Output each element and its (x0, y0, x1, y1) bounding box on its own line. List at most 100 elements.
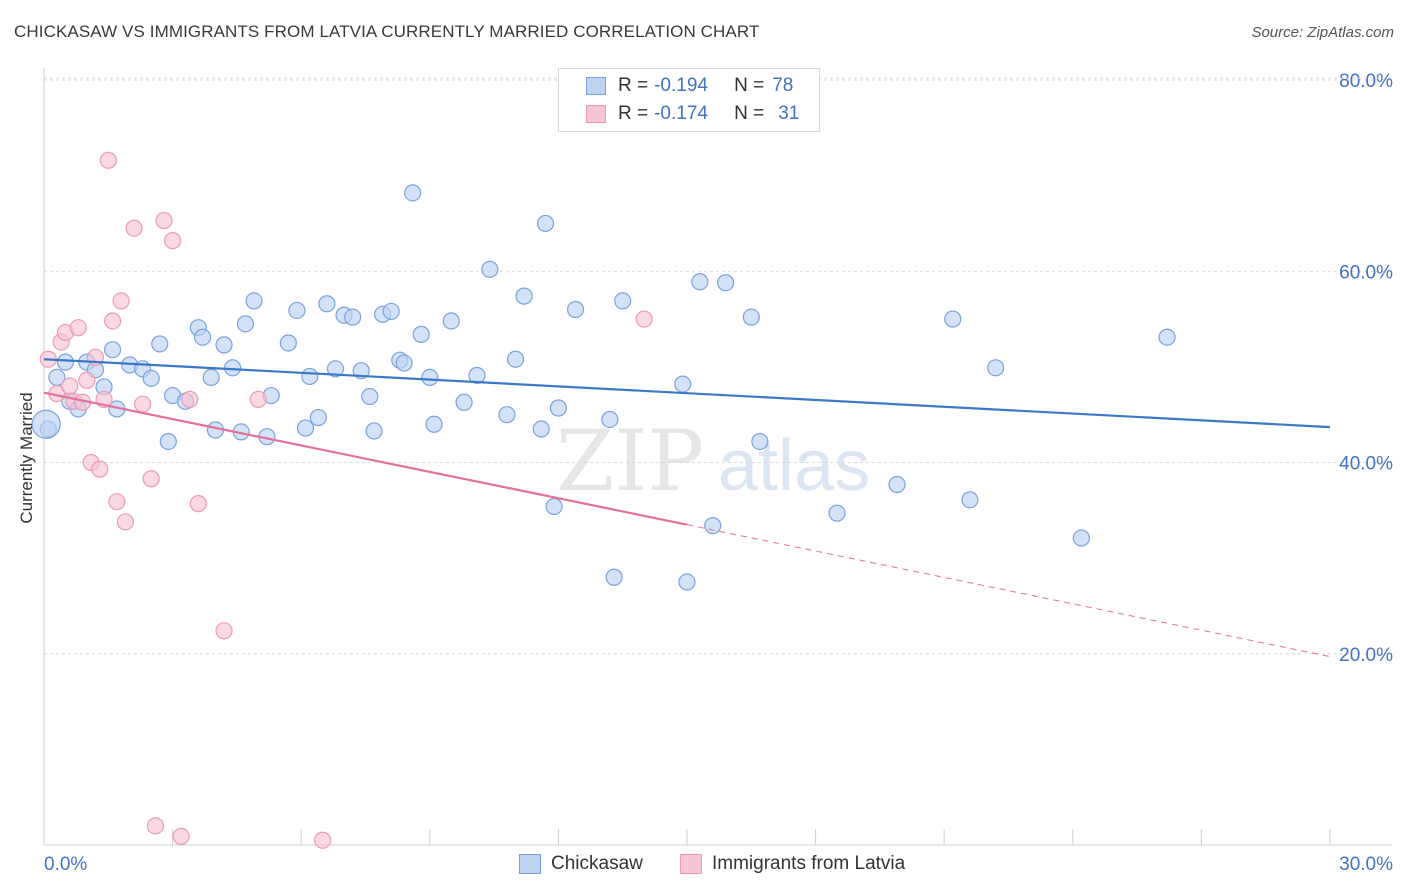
legend-label-chickasaw: Chickasaw (551, 853, 643, 874)
chickasaw-point (215, 336, 233, 354)
legend-item-chickasaw: Chickasaw (519, 850, 643, 878)
latvia-point (635, 310, 653, 328)
chickasaw-point (549, 399, 568, 417)
chickasaw-point (515, 287, 533, 305)
chickasaw-point (318, 295, 336, 313)
chickasaw-point (202, 368, 220, 386)
chickasaw-point (545, 497, 563, 516)
chickasaw-point (425, 415, 443, 433)
chickasaw-point (716, 274, 735, 292)
latvia-point (155, 211, 173, 230)
y-tick-label: 60.0% (1339, 262, 1393, 283)
legend-row-chickasaw: R = -0.194 N = 78 (559, 73, 793, 99)
legend-label-latvia: Immigrants from Latvia (712, 853, 906, 874)
chickasaw-point (142, 369, 160, 387)
latvia-point (91, 460, 109, 478)
latvia-point (99, 151, 117, 169)
x-tick-label: 30.0% (1339, 854, 1393, 875)
chickasaw-point (1158, 328, 1176, 346)
chickasaw-point (31, 409, 61, 439)
chickasaw-point (678, 573, 696, 591)
chickasaw-point (987, 359, 1005, 377)
latvia-point (69, 319, 87, 337)
legend-n-label: N = (734, 103, 765, 124)
watermark-zip: ZIP (556, 412, 704, 510)
legend-r-value: -0.194 (654, 75, 708, 96)
latvia-point (249, 390, 267, 408)
latvia-point (133, 395, 152, 413)
chickasaw-point (309, 408, 327, 427)
latvia-point (112, 292, 130, 310)
chickasaw-point (691, 273, 709, 291)
chickasaw-point (506, 350, 525, 368)
chickasaw-point (344, 308, 362, 326)
chickasaw-point (151, 335, 169, 353)
latvia-point (146, 817, 165, 835)
latvia-point (108, 493, 126, 511)
chickasaw-point (194, 328, 212, 346)
legend-n-value: 78 (772, 75, 794, 96)
chickasaw-point (365, 422, 383, 440)
legend-swatch-blue (519, 854, 541, 874)
y-tick-label: 20.0% (1339, 645, 1393, 666)
chickasaw-point (828, 504, 846, 522)
chickasaw-point (751, 432, 769, 451)
chickasaw-point (536, 214, 555, 233)
chickasaw-point (245, 292, 263, 310)
latvia-point (181, 390, 199, 408)
chart-title: CHICKASAW VS IMMIGRANTS FROM LATVIA CURR… (14, 22, 760, 41)
chickasaw-point (566, 300, 585, 319)
chickasaw-point (601, 410, 619, 429)
legend-item-latvia: Immigrants from Latvia (680, 850, 905, 878)
legend-r-label: R = (618, 103, 649, 124)
latvia-trendline (43, 391, 688, 526)
latvia-point (142, 470, 160, 488)
chickasaw-point (296, 419, 315, 437)
chickasaw-point (455, 393, 473, 411)
stats-legend: R = -0.194 N = 78 R = -0.174 N = 31 (558, 68, 820, 132)
chickasaw-point (498, 406, 516, 424)
latvia-point (78, 371, 96, 389)
legend-row-latvia: R = -0.174 N = 31 (559, 101, 799, 127)
chickasaw-point (361, 387, 379, 406)
legend-r-label: R = (618, 75, 649, 96)
chickasaw-point (421, 368, 439, 386)
latvia-point (103, 312, 122, 330)
chickasaw-point (888, 475, 906, 494)
legend-n-value: 31 (778, 103, 800, 124)
y-tick-label: 80.0% (1339, 71, 1393, 92)
chickasaw-point (395, 354, 413, 372)
latvia-trendline-dashed (686, 524, 1331, 658)
chickasaw-point (742, 308, 760, 326)
chickasaw-point (404, 184, 422, 202)
chickasaw-point (1072, 529, 1090, 547)
latvia-point (125, 219, 143, 237)
latvia-point (61, 377, 79, 395)
chickasaw-point (674, 375, 692, 393)
chickasaw-trendline (43, 358, 1331, 429)
y-tick-label: 40.0% (1339, 454, 1393, 475)
latvia-point (189, 495, 207, 513)
chickasaw-point (412, 325, 430, 343)
chickasaw-point (382, 302, 400, 321)
chickasaw-point (605, 568, 623, 586)
chickasaw-point (288, 301, 306, 320)
chickasaw-point (103, 341, 122, 359)
chickasaw-point (961, 491, 979, 509)
chickasaw-point (481, 260, 499, 278)
legend-n-label: N = (734, 75, 765, 96)
chickasaw-point (326, 360, 345, 378)
chickasaw-point (532, 420, 550, 438)
chickasaw-point (442, 312, 460, 330)
legend-swatch-blue (586, 77, 606, 95)
legend-r-value: -0.174 (654, 103, 708, 124)
latvia-point (215, 622, 233, 640)
latvia-point (116, 513, 135, 531)
chickasaw-point (279, 334, 297, 352)
chickasaw-point (236, 315, 255, 333)
chickasaw-point (614, 292, 632, 310)
x-tick-label: 0.0% (44, 854, 87, 875)
chickasaw-point (468, 366, 486, 385)
y-axis-label: Currently Married (17, 392, 36, 524)
legend-swatch-pink (680, 854, 702, 874)
